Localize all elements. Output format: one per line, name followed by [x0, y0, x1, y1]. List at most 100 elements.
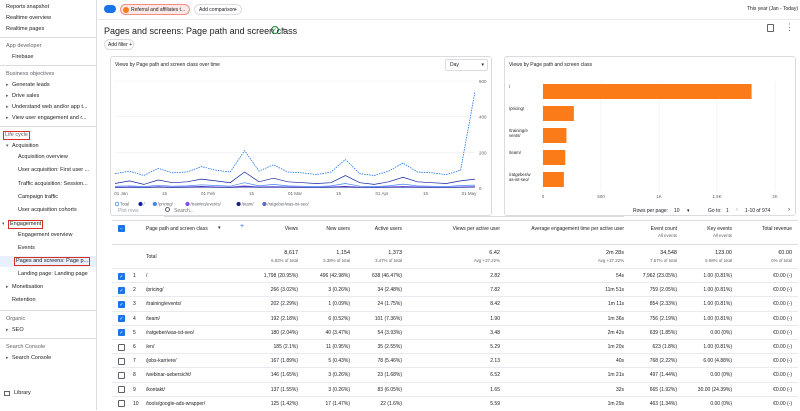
next-page-icon[interactable]: › — [788, 207, 790, 213]
nav-business-item-2[interactable]: ▸ Understand web and/or app t... — [0, 102, 96, 113]
filter-chip[interactable]: Referral and affiliates t... — [120, 4, 190, 15]
row-number: 1 — [133, 273, 136, 279]
column-header[interactable]: New users — [326, 226, 350, 232]
table-row[interactable]: 6/en/185 (2.1%) 11 (0.95%) 35 (2.55%) 5.29 1… — [112, 339, 798, 353]
nav-acquisition-item-1[interactable]: User acquisition: First user ... — [0, 165, 96, 176]
row-checkbox[interactable]: ✓ — [118, 286, 125, 294]
chevron-down-icon[interactable]: ▾ — [218, 225, 221, 231]
title-dropdown-icon[interactable]: ▾ — [282, 27, 285, 33]
bar[interactable] — [543, 172, 564, 187]
bar[interactable] — [543, 84, 752, 99]
table-row[interactable]: 9/kontakt/137 (1.55%) 3 (0.26%) 83 (6.05%)… — [112, 381, 798, 396]
nav-business-item-0[interactable]: ▸ Generate leads — [0, 80, 96, 91]
nav-acquisition[interactable]: ▾ Acquisition — [0, 141, 96, 152]
nav-library[interactable]: Library — [0, 388, 96, 399]
legend-swatch — [262, 201, 267, 207]
table-row[interactable]: 8/webinar-uebersicht/146 (1.65%) 3 (0.26%… — [112, 367, 798, 381]
date-range[interactable]: This year (Jan - Today) — [746, 6, 798, 12]
select-all-checkbox[interactable]: − — [118, 225, 125, 232]
nav-acquisition-item-4[interactable]: User acquisition cohorts — [0, 205, 96, 216]
dimension-header[interactable]: Page path and screen class — [146, 226, 208, 232]
row-page-path[interactable]: /kontakt/ — [146, 386, 165, 393]
nav-retention[interactable]: Retention — [0, 295, 96, 306]
nav-monetisation[interactable]: ▸ Monetisation — [0, 282, 96, 293]
add-filter-label: Add filter — [108, 42, 128, 48]
row-checkbox[interactable]: ✓ — [118, 272, 125, 280]
nav-engagement-item-0[interactable]: Engagement overview — [0, 230, 96, 241]
table-row[interactable]: ✓ 3/training/events/202 (2.29%) 1 (0.09%) 2… — [112, 296, 798, 310]
row-page-path[interactable]: /training/events/ — [146, 301, 182, 308]
bar[interactable] — [543, 106, 574, 121]
table-row[interactable]: ✓ 5/ratgeber/was-ist-seo/180 (2.04%) 40 (3… — [112, 324, 798, 339]
add-filter-button[interactable]: Add filter + — [104, 39, 134, 50]
table-row[interactable]: ✓ 1 / 1,798 (20.95%) 496 (42.98%) 638 (46.47%… — [112, 268, 798, 282]
row-checkbox[interactable]: ✓ — [118, 300, 125, 308]
row-page-path[interactable]: /jobs-karriere/ — [146, 358, 177, 365]
nav-seo-label: SEO — [12, 326, 24, 333]
row-page-path[interactable]: /pricing/ — [146, 287, 164, 294]
table-row[interactable]: ✓ 4/team/192 (2.18%) 6 (0.52%) 101 (7.36%) 1… — [112, 310, 798, 325]
table-row[interactable]: 10/tools/google-ads-wrapper/125 (1.42%) 1… — [112, 395, 798, 410]
row-checkbox[interactable] — [118, 371, 125, 379]
page-title: Pages and screens: Page path and screen … — [104, 26, 298, 36]
goto-input[interactable]: 1 — [726, 208, 729, 214]
nav-acquisition-item-0[interactable]: Acquisition overview — [0, 152, 96, 163]
nav-seo[interactable]: ▸ SEO — [0, 325, 96, 336]
row-checkbox[interactable] — [118, 357, 125, 365]
column-header[interactable]: Average engagement time per active user — [531, 226, 624, 232]
column-header[interactable]: Key events — [707, 226, 732, 232]
bar[interactable] — [543, 150, 566, 165]
bar-chart-title: Views by Page path and screen class — [509, 62, 593, 68]
granularity-select[interactable]: Day ▾ — [445, 59, 488, 71]
row-page-path[interactable]: /tools/google-ads-wrapper/ — [146, 400, 206, 407]
add-comparison-button[interactable]: Add comparison + — [194, 4, 242, 15]
nav-engagement-item-3[interactable]: Landing page: Landing page — [0, 269, 96, 280]
column-header[interactable]: Total revenue — [761, 226, 792, 232]
nav-firebase[interactable]: Firebase — [0, 52, 96, 63]
nav-item-0[interactable]: Reports snapshot — [0, 2, 96, 13]
category-label: as-ist-seo/ — [509, 177, 530, 182]
column-header[interactable]: Views per active user — [452, 226, 500, 232]
row-checkbox[interactable] — [118, 386, 125, 394]
row-cell: 40s — [615, 358, 624, 365]
add-dimension-icon[interactable]: + — [240, 223, 245, 230]
plot-rows-button[interactable]: Plot rows — [118, 208, 139, 214]
rows-per-page-select[interactable]: 10 — [674, 208, 680, 214]
row-checkbox[interactable]: ✓ — [118, 329, 125, 337]
category-label: /pricing/ — [509, 106, 525, 111]
table-row[interactable]: 7/jobs-karriere/167 (1.89%) 5 (0.43%) 78 (… — [112, 353, 798, 367]
nav-engagement-item-2[interactable]: Pages and screens: Page p... — [0, 255, 96, 267]
column-header[interactable]: Active users — [374, 226, 402, 232]
nav-item-2[interactable]: Realtime pages — [0, 24, 96, 35]
bar[interactable] — [543, 128, 567, 143]
more-icon[interactable]: ⋮ — [785, 22, 794, 32]
row-page-path[interactable]: /team/ — [146, 315, 160, 322]
share-icon[interactable] — [767, 24, 774, 32]
column-header-sub[interactable]: All events — [712, 233, 732, 238]
table-row[interactable]: ✓ 2/pricing/266 (3.02%) 3 (0.26%) 34 (2.48%… — [112, 282, 798, 296]
nav-search-console[interactable]: ▸ Search Console — [0, 353, 96, 364]
table-search-input[interactable] — [174, 206, 274, 215]
column-header[interactable]: Event count — [650, 226, 677, 232]
nav-engagement-item-1[interactable]: Events — [0, 243, 96, 254]
column-header[interactable]: Views — [284, 226, 298, 232]
row-page-path[interactable]: /webinar-uebersicht/ — [146, 372, 192, 379]
nav-acquisition-item-2[interactable]: Traffic acquisition: Session... — [0, 179, 96, 190]
row-checkbox[interactable] — [118, 400, 125, 408]
nav-business-item-1[interactable]: ▸ Drive sales — [0, 91, 96, 102]
nav-item-1[interactable]: Realtime overview — [0, 13, 96, 24]
column-header-sub[interactable]: All events — [657, 233, 677, 238]
prev-page-icon[interactable]: ‹ — [736, 207, 738, 213]
nav-engagement[interactable]: ▾ Engagement — [0, 219, 96, 230]
row-page-path[interactable]: / — [146, 273, 148, 279]
nav-acquisition-item-3[interactable]: Campaign traffic — [0, 192, 96, 203]
row-cell: 1.00 (0.81%) — [703, 301, 732, 308]
row-checkbox[interactable]: ✓ — [118, 315, 125, 323]
comparison-toggle[interactable] — [104, 5, 116, 13]
row-page-path[interactable]: /en/ — [146, 344, 155, 350]
row-page-path[interactable]: /ratgeber/was-ist-seo/ — [146, 329, 195, 336]
row-checkbox[interactable] — [118, 343, 125, 351]
x-tick-label: 01 Jan — [114, 191, 128, 196]
nav-business-item-3[interactable]: ▸ View user engagement and r... — [0, 113, 96, 124]
chevron-down-icon[interactable]: ▾ — [687, 208, 690, 214]
